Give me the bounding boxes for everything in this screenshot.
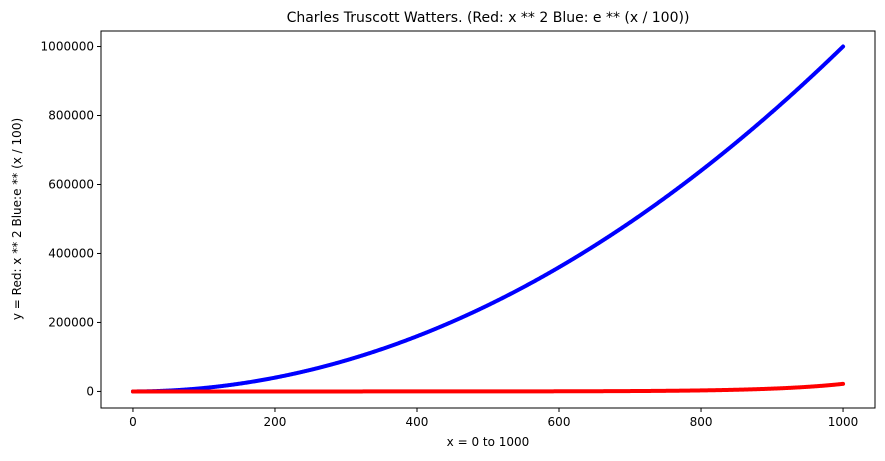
y-tick-label: 1000000 [41,40,94,54]
y-tick-label: 0 [86,384,94,398]
plot-frame [100,30,876,409]
x-tick-label: 400 [406,415,429,429]
series-layer [130,44,846,394]
series-line-0 [130,44,846,394]
y-tick-label: 600000 [48,177,94,191]
series-line-1 [130,381,846,394]
x-tick-label: 600 [548,415,571,429]
x-tick-label: 200 [264,415,287,429]
y-tick-label: 400000 [48,246,94,260]
x-axis-title: x = 0 to 1000 [447,435,530,449]
y-axis-title: y = Red: x ** 2 Blue:e ** (x / 100) [10,118,24,320]
x-tick-label: 1000 [828,415,859,429]
series-0 [130,44,846,394]
x-tick-label: 800 [690,415,713,429]
axes-layer: 0 200 400 600 800 1000 0 200000 400000 600000 8000… [41,30,876,429]
chart-title: Charles Truscott Watters. (Red: x ** 2 B… [287,10,690,26]
x-tick-label: 0 [129,415,137,429]
series-1 [130,381,846,394]
y-tick-label: 200000 [48,315,94,329]
y-tick-label: 800000 [48,109,94,123]
